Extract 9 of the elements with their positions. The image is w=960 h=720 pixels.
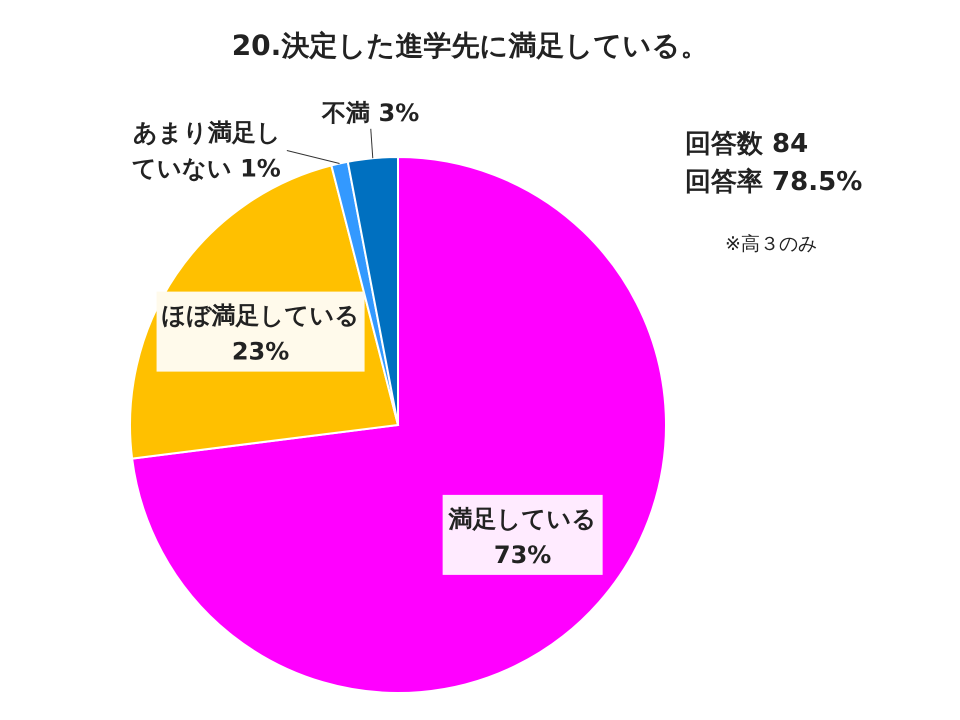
slice-label: あまり満足していない 1% — [132, 118, 281, 183]
text: 回答数 84 — [685, 129, 808, 159]
text: 回答率 78.5% — [685, 167, 862, 197]
slice-label: 満足している — [448, 504, 597, 533]
text: ※高３のみ — [725, 233, 817, 255]
data-label: 73% — [494, 540, 552, 569]
data-label: 23% — [232, 338, 290, 366]
slice-label: ほぼ満足している — [162, 302, 360, 330]
chart-title: 20.決定した進学先に満足している。 — [232, 29, 708, 62]
